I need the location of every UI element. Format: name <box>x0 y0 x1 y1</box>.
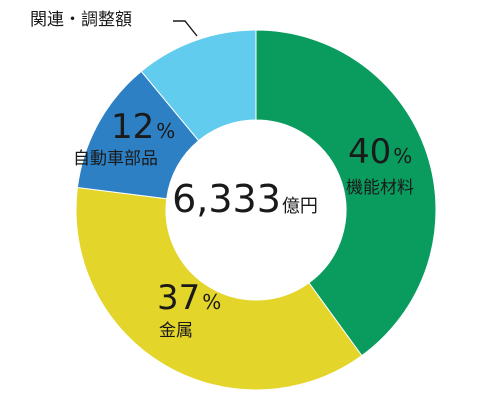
donut-slice-kinzoku <box>75 186 363 391</box>
slice-name-kanren-chouseigaku: 関連・調整額 <box>30 10 132 30</box>
donut-slice-kanren-chouseigaku <box>140 29 257 142</box>
slice-value-number: 12 <box>111 107 154 147</box>
slice-value-label-jidousha-buhin: 12% <box>111 107 175 147</box>
center-total-unit: 億円 <box>282 196 318 217</box>
slice-value-label-kinzoku: 37% <box>157 278 221 318</box>
donut-slices <box>75 29 437 391</box>
slice-value-label-kinou-zairyou: 40% <box>348 132 412 172</box>
slice-value-unit: % <box>156 119 175 143</box>
slice-value-number: 40 <box>348 132 391 172</box>
slice-value-unit: % <box>202 290 221 314</box>
slice-name-jidousha-buhin: 自動車部品 <box>73 149 158 169</box>
callout-leader-line <box>173 20 198 37</box>
center-total: 6,333億円 <box>172 177 318 221</box>
slice-value-unit: % <box>393 144 412 168</box>
slice-name-kinzoku: 金属 <box>159 321 193 341</box>
slice-value-number: 37 <box>157 278 200 318</box>
donut-slice-kinou-zairyou <box>255 29 437 357</box>
center-total-value: 6,333 <box>172 177 281 221</box>
slice-name-kinou-zairyou: 機能材料 <box>346 178 414 198</box>
